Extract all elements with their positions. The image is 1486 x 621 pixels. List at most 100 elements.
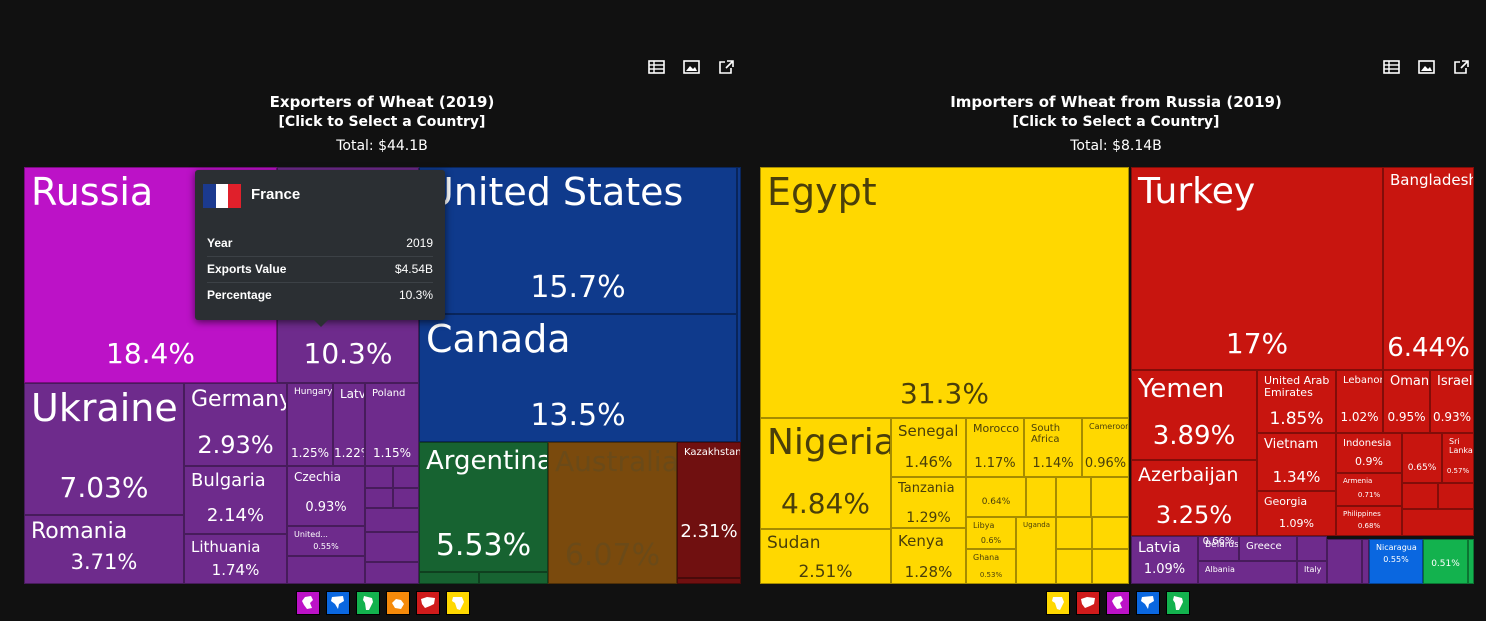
right-tile-nigeria[interactable]: Nigeria 4.84% [760,418,891,529]
left-tile-kazakhstan[interactable]: Kazakhstan 2.31% [677,442,741,578]
tile-name: Cameroon [1089,422,1129,431]
left-tile-small[interactable] [737,167,741,442]
right-tile-latvia[interactable]: Latvia 1.09% [1131,536,1198,584]
left-chart-subtitle[interactable]: [Click to Select a Country] [278,114,486,130]
right-tile-blank[interactable]: 0.65% [1402,433,1442,483]
right-tile-small[interactable] [1468,539,1474,584]
right-tile-kenya[interactable]: Kenya 1.28% [891,528,966,584]
right-tile-small[interactable] [1327,539,1362,584]
left-tile-poland[interactable]: Poland 1.15% [365,383,419,466]
left-tile-small[interactable] [365,562,419,584]
left-tile-australia[interactable]: Australia 6.07% [548,442,677,584]
south-america-icon[interactable] [356,591,380,615]
right-tile-indonesia[interactable]: Indonesia 0.9% [1336,433,1402,473]
left-tile-small[interactable] [393,466,419,488]
left-tile-small[interactable] [479,572,548,584]
left-tile-bulgaria[interactable]: Bulgaria 2.14% [184,466,287,534]
right-tile-oman[interactable]: Oman 0.95% [1383,370,1430,433]
left-tile-small[interactable] [365,532,419,562]
right-tile-blank[interactable]: 0.51% [1423,539,1468,584]
left-tile-lithuania[interactable]: Lithuania 1.74% [184,534,287,584]
right-tile-small[interactable] [1362,539,1369,584]
left-tile-latvia[interactable]: Latvia 1.22% [333,383,365,466]
right-chart-subtitle[interactable]: [Click to Select a Country] [1012,114,1220,130]
asia-icon[interactable] [416,591,440,615]
right-tile-blank[interactable]: 0.64% [966,477,1026,517]
right-tile-small[interactable] [1056,477,1091,517]
right-tile-greece[interactable]: Greece [1239,536,1297,561]
right-tile-uganda[interactable]: Uganda [1016,517,1056,584]
right-tile-small[interactable] [1297,536,1327,561]
left-tile-czechia[interactable]: Czechia 0.93% [287,466,365,526]
right-tile-small[interactable] [1402,483,1438,509]
oceania-icon[interactable] [386,591,410,615]
right-tile-small[interactable] [1056,549,1092,584]
tile-name: Romania [31,519,128,544]
right-tile-albania[interactable]: Albania [1198,561,1297,584]
external-link-icon[interactable] [718,60,735,74]
north-america-icon[interactable] [1136,591,1160,615]
left-tile-united-states[interactable]: United States 15.7% [419,167,737,314]
europe-icon[interactable] [1106,591,1130,615]
right-tile-sudan[interactable]: Sudan 2.51% [760,529,891,584]
right-tile-italy[interactable]: Italy [1297,561,1327,584]
left-tile-united[interactable]: United... 0.55% [287,526,365,556]
right-tile-small[interactable] [1092,549,1129,584]
right-tile-small[interactable] [1056,517,1092,549]
right-tile-belarus[interactable]: Belarus 0.66% [1198,536,1239,561]
left-tile-ukraine[interactable]: Ukraine 7.03% [24,383,184,515]
left-tile-small[interactable] [393,488,419,508]
right-tile-lebanon[interactable]: Lebanon 1.02% [1336,370,1383,433]
right-tile-sri-lanka[interactable]: Sri Lanka 0.57% [1442,433,1474,483]
left-tile-argentina[interactable]: Argentina 5.53% [419,442,548,572]
table-icon[interactable] [648,60,665,74]
external-link-icon[interactable] [1453,60,1470,74]
left-tile-small[interactable] [365,466,393,488]
right-tile-egypt[interactable]: Egypt 31.3% [760,167,1129,418]
table-icon[interactable] [1383,60,1400,74]
right-tile-small[interactable] [1091,477,1129,517]
image-icon[interactable] [1418,60,1435,74]
right-tile-azerbaijan[interactable]: Azerbaijan 3.25% [1131,460,1257,536]
image-icon[interactable] [683,60,700,74]
right-tile-morocco[interactable]: Morocco 1.17% [966,418,1024,477]
left-tile-small[interactable] [365,488,393,508]
right-tile-turkey[interactable]: Turkey 17% [1131,167,1383,370]
tile-name: Egypt [767,170,877,214]
right-tile-georgia[interactable]: Georgia 1.09% [1257,491,1336,536]
right-tile-small[interactable] [1402,509,1474,536]
tile-name: Latvia [1138,540,1181,556]
left-tile-hungary[interactable]: Hungary 1.25% [287,383,333,466]
left-tile-germany[interactable]: Germany 2.93% [184,383,287,466]
right-tile-israel[interactable]: Israel 0.93% [1430,370,1474,433]
right-tile-philippines[interactable]: Philippines 0.68% [1336,506,1402,536]
tooltip-label: Year [207,236,233,250]
left-tile-small[interactable] [287,556,365,584]
left-tile-small[interactable] [419,572,479,584]
right-tile-yemen[interactable]: Yemen 3.89% [1131,370,1257,460]
africa-icon[interactable] [446,591,470,615]
right-tile-armenia[interactable]: Armenia 0.71% [1336,473,1402,506]
right-tile-ghana[interactable]: Ghana 0.53% [966,549,1016,584]
right-tile-senegal[interactable]: Senegal 1.46% [891,418,966,477]
right-tile-libya[interactable]: Libya 0.6% [966,517,1016,549]
europe-icon[interactable] [296,591,320,615]
asia-icon[interactable] [1076,591,1100,615]
left-tile-small[interactable] [365,508,419,532]
right-tile-bangladesh[interactable]: Bangladesh 6.44% [1383,167,1474,370]
right-tile-small[interactable] [1438,483,1474,509]
right-tile-tanzania[interactable]: Tanzania 1.29% [891,477,966,528]
right-tile-south-africa[interactable]: South Africa 1.14% [1024,418,1082,477]
left-tile-small[interactable] [677,578,741,584]
right-tile-united-arab-emirates[interactable]: United Arab Emirates 1.85% [1257,370,1336,433]
south-america-icon[interactable] [1166,591,1190,615]
right-tile-small[interactable] [1026,477,1056,517]
right-tile-vietnam[interactable]: Vietnam 1.34% [1257,433,1336,491]
right-tile-nicaragua[interactable]: Nicaragua 0.55% [1369,539,1423,584]
right-tile-small[interactable] [1092,517,1129,549]
right-tile-cameroon[interactable]: Cameroon 0.96% [1082,418,1129,477]
africa-icon[interactable] [1046,591,1070,615]
left-tile-romania[interactable]: Romania 3.71% [24,515,184,584]
left-tile-canada[interactable]: Canada 13.5% [419,314,737,442]
north-america-icon[interactable] [326,591,350,615]
